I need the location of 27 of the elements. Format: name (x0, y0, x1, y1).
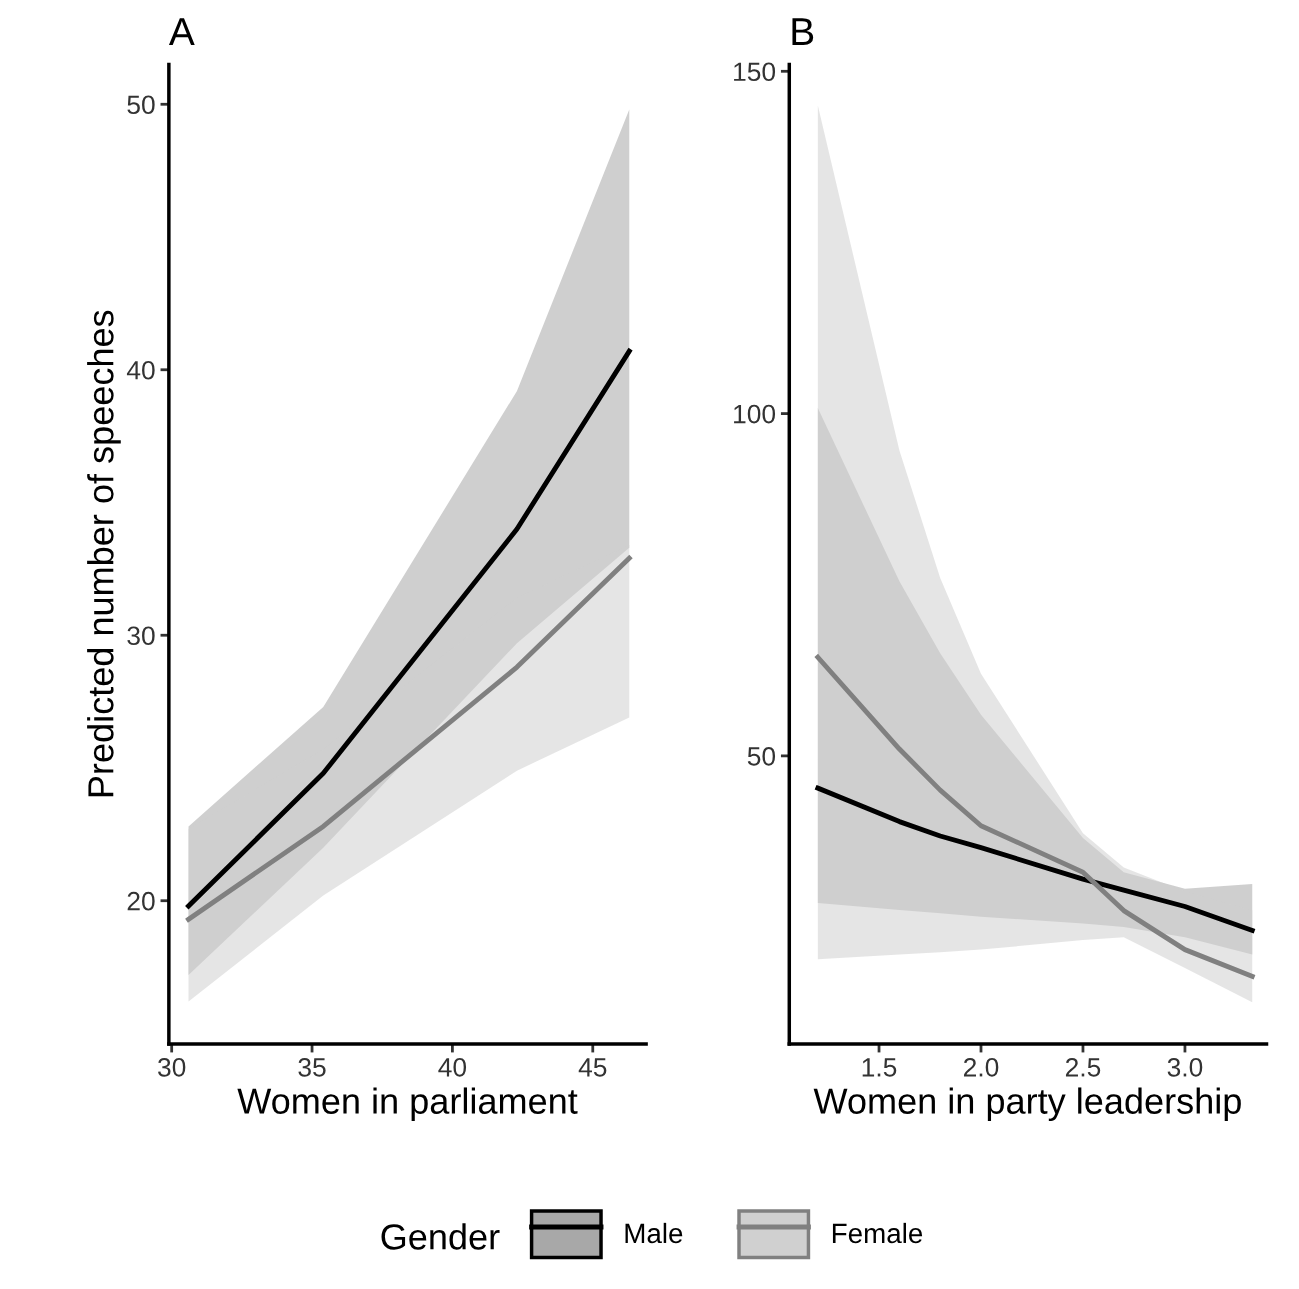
x-tick-label: 45 (578, 1058, 607, 1077)
x-tick-label: 1.5 (862, 1058, 897, 1077)
y-tick-label: 150 (734, 62, 776, 82)
x-tick-label: 30 (158, 1057, 186, 1077)
x-tick-label: 2.0 (963, 1057, 999, 1077)
legend-label: Female (832, 1222, 923, 1244)
y-tick-label: 20 (127, 891, 155, 911)
chart-title: B (792, 18, 814, 46)
x-tick-label: 3.0 (1167, 1057, 1203, 1077)
x-axis-title: Women in party leadership (813, 1087, 1241, 1122)
x-tick-label: 35 (298, 1057, 326, 1077)
x-tick-label: 40 (438, 1057, 467, 1077)
y-tick-label: 50 (127, 95, 155, 115)
x-axis-title: Women in parliament (237, 1087, 578, 1122)
x-tick-label: 2.5 (1065, 1057, 1101, 1077)
y-tick-label: 50 (747, 747, 776, 766)
line-series (186, 348, 632, 909)
legend-title: Gender (381, 1223, 500, 1250)
y-tick-label: 40 (126, 360, 155, 380)
line-series (186, 555, 632, 922)
legend-label: Male (625, 1222, 683, 1244)
line-series (815, 785, 1255, 933)
y-tick-label: 30 (127, 626, 155, 646)
chart-title: A (168, 18, 195, 46)
line-series (815, 654, 1255, 979)
y-axis-title: Predicted number of speeches (87, 310, 121, 797)
y-tick-label: 100 (734, 404, 776, 424)
